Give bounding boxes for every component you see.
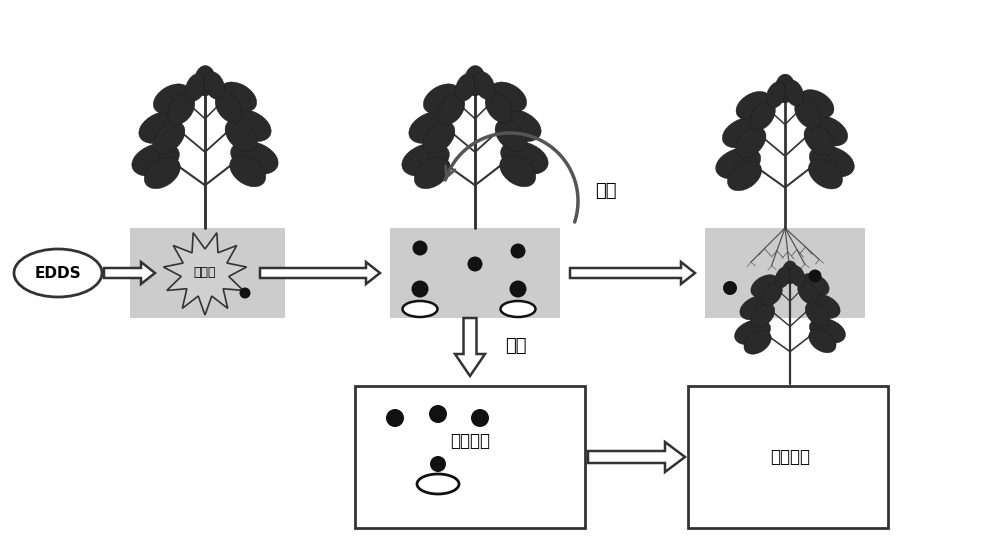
Ellipse shape (438, 94, 465, 125)
Ellipse shape (784, 80, 804, 106)
Ellipse shape (414, 157, 450, 188)
Circle shape (430, 456, 446, 472)
Circle shape (386, 409, 404, 427)
Ellipse shape (153, 122, 185, 154)
Polygon shape (455, 318, 485, 376)
Ellipse shape (231, 141, 278, 174)
Circle shape (808, 270, 822, 282)
Circle shape (510, 280, 526, 297)
Bar (390, 228, 560, 318)
Ellipse shape (185, 73, 206, 101)
Circle shape (468, 256, 482, 271)
Ellipse shape (804, 126, 834, 156)
Bar (130, 228, 285, 318)
Ellipse shape (808, 159, 843, 189)
Circle shape (471, 409, 489, 427)
Ellipse shape (775, 74, 795, 103)
Ellipse shape (799, 90, 834, 118)
Text: 深层土壤: 深层土壤 (450, 432, 490, 450)
Ellipse shape (417, 474, 459, 494)
Ellipse shape (230, 155, 266, 187)
Polygon shape (163, 233, 247, 315)
Ellipse shape (801, 274, 829, 296)
Ellipse shape (220, 82, 257, 112)
Bar (355, 386, 585, 528)
Ellipse shape (809, 329, 836, 353)
Circle shape (413, 241, 428, 256)
Ellipse shape (409, 111, 452, 143)
Ellipse shape (465, 66, 485, 96)
Ellipse shape (501, 141, 548, 174)
Ellipse shape (750, 101, 775, 130)
Ellipse shape (402, 301, 438, 317)
Ellipse shape (455, 73, 476, 101)
Ellipse shape (751, 275, 779, 297)
Ellipse shape (735, 320, 771, 345)
Ellipse shape (744, 330, 771, 354)
Ellipse shape (740, 295, 772, 320)
Ellipse shape (795, 99, 820, 128)
Ellipse shape (14, 249, 102, 297)
Text: 残留: 残留 (595, 182, 616, 200)
Ellipse shape (153, 84, 190, 114)
Ellipse shape (807, 116, 848, 146)
Ellipse shape (495, 120, 527, 152)
Circle shape (240, 287, 251, 299)
Ellipse shape (750, 304, 775, 327)
Ellipse shape (501, 301, 536, 317)
Text: 深层土壤: 深层土壤 (770, 448, 810, 466)
Text: 重金属: 重金属 (194, 266, 216, 280)
Ellipse shape (722, 117, 763, 148)
Ellipse shape (144, 157, 180, 188)
Ellipse shape (195, 66, 215, 96)
Ellipse shape (727, 161, 762, 191)
Ellipse shape (736, 127, 766, 158)
Polygon shape (588, 442, 685, 472)
Ellipse shape (808, 294, 840, 319)
Ellipse shape (809, 146, 854, 177)
Circle shape (723, 281, 737, 295)
Polygon shape (260, 262, 380, 284)
Ellipse shape (500, 155, 536, 187)
Ellipse shape (228, 110, 271, 142)
Ellipse shape (762, 282, 782, 306)
Text: EDDS: EDDS (35, 266, 81, 280)
Ellipse shape (809, 318, 845, 343)
Ellipse shape (215, 92, 242, 123)
Ellipse shape (736, 91, 771, 120)
Polygon shape (104, 262, 155, 284)
Ellipse shape (423, 84, 460, 114)
Ellipse shape (766, 82, 786, 108)
Ellipse shape (775, 267, 791, 288)
Ellipse shape (423, 122, 455, 154)
Polygon shape (570, 262, 695, 284)
Ellipse shape (485, 92, 512, 123)
Circle shape (511, 244, 526, 259)
Ellipse shape (798, 281, 818, 304)
Bar (688, 386, 888, 528)
Circle shape (429, 405, 447, 423)
Ellipse shape (139, 111, 182, 143)
Ellipse shape (498, 110, 541, 142)
Ellipse shape (132, 143, 179, 176)
Ellipse shape (716, 147, 761, 179)
Ellipse shape (789, 266, 805, 286)
Ellipse shape (490, 82, 527, 112)
Text: 淤溦: 淤溦 (505, 337, 526, 355)
Ellipse shape (168, 94, 195, 125)
Ellipse shape (805, 302, 830, 326)
Circle shape (412, 280, 428, 297)
Ellipse shape (225, 120, 257, 152)
Bar (705, 228, 865, 318)
Ellipse shape (402, 143, 449, 176)
Ellipse shape (782, 261, 798, 284)
Ellipse shape (204, 72, 225, 100)
Ellipse shape (474, 72, 495, 100)
